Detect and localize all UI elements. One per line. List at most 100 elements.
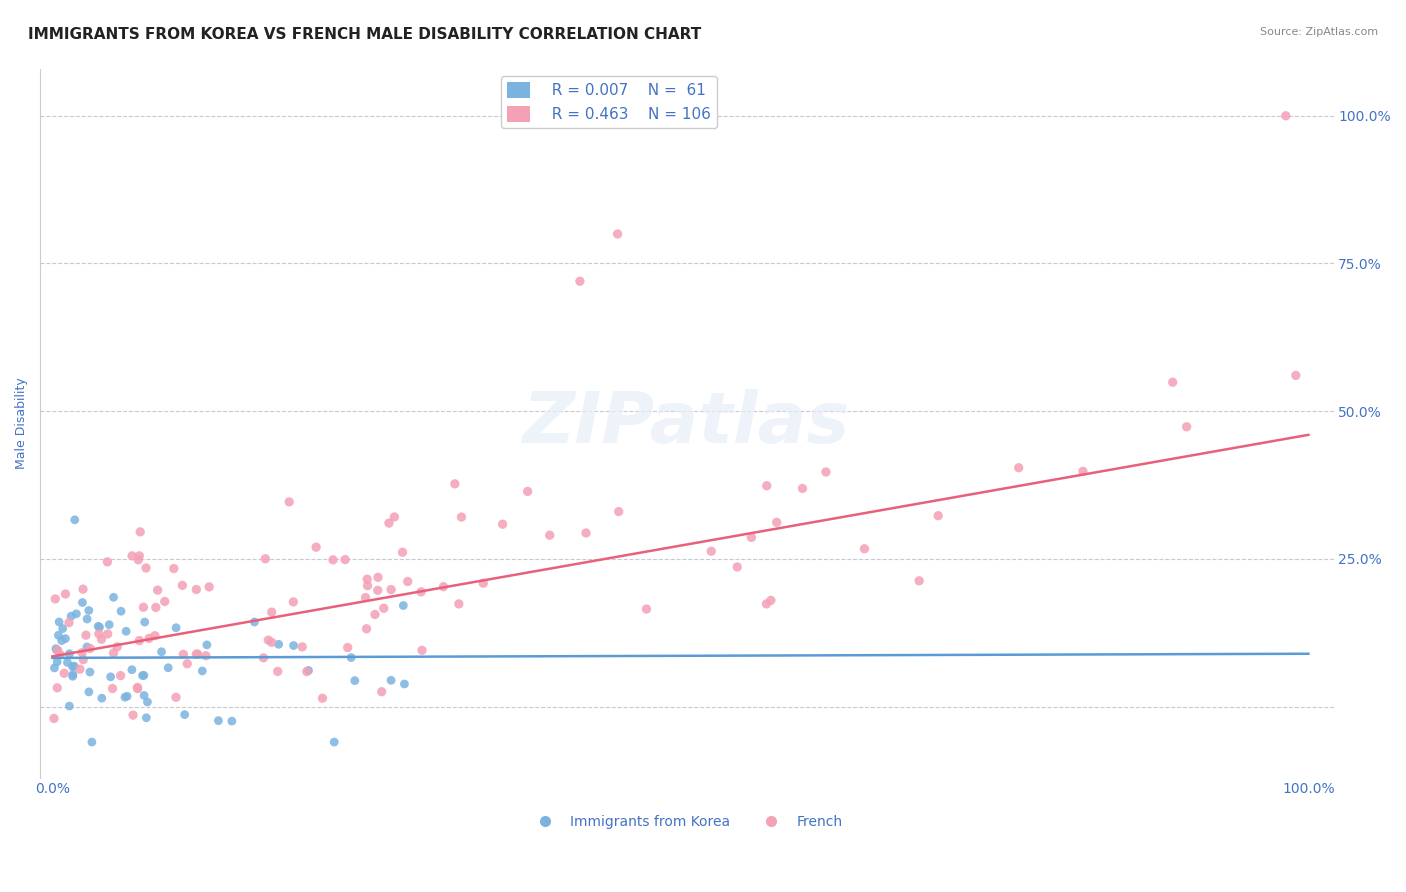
Point xyxy=(63,659,86,673)
Point xyxy=(127,681,149,695)
Point xyxy=(606,227,628,241)
Point xyxy=(927,508,949,523)
Point xyxy=(134,615,156,629)
Point xyxy=(58,647,80,661)
Point xyxy=(58,615,80,630)
Point xyxy=(172,648,194,662)
Point xyxy=(135,711,157,725)
Point xyxy=(396,574,419,589)
Text: Source: ZipAtlas.com: Source: ZipAtlas.com xyxy=(1260,27,1378,37)
Point xyxy=(322,553,344,567)
Point xyxy=(538,528,561,542)
Point xyxy=(295,665,318,679)
Point xyxy=(172,578,194,592)
Point xyxy=(1175,419,1198,434)
Point xyxy=(115,690,138,704)
Point xyxy=(79,665,101,679)
Point xyxy=(90,632,112,647)
Point xyxy=(132,689,155,703)
Point xyxy=(52,622,75,636)
Point xyxy=(607,505,630,519)
Point xyxy=(340,650,363,665)
Point xyxy=(814,465,837,479)
Point xyxy=(132,600,155,615)
Y-axis label: Male Disability: Male Disability xyxy=(15,377,28,469)
Point xyxy=(115,624,138,639)
Point xyxy=(80,735,103,749)
Point xyxy=(157,661,180,675)
Point xyxy=(725,560,748,574)
Point xyxy=(575,526,598,541)
Point xyxy=(323,735,346,749)
Point xyxy=(46,655,69,669)
Point xyxy=(96,555,118,569)
Point xyxy=(1071,464,1094,478)
Point xyxy=(136,695,159,709)
Point xyxy=(127,681,149,696)
Point xyxy=(472,576,495,591)
Point xyxy=(150,645,173,659)
Point xyxy=(105,640,128,654)
Point xyxy=(46,681,69,695)
Point xyxy=(221,714,243,728)
Point xyxy=(100,670,122,684)
Point xyxy=(48,615,70,629)
Point xyxy=(90,691,112,706)
Point xyxy=(72,582,94,596)
Point xyxy=(380,673,402,688)
Point xyxy=(305,540,328,554)
Point xyxy=(391,545,413,559)
Point xyxy=(186,647,208,661)
Point xyxy=(432,580,454,594)
Point xyxy=(42,711,65,725)
Point xyxy=(72,595,94,609)
Point xyxy=(45,641,67,656)
Point xyxy=(378,516,401,530)
Point xyxy=(72,652,94,666)
Point xyxy=(278,495,301,509)
Point xyxy=(356,622,378,636)
Point xyxy=(87,619,110,633)
Point xyxy=(62,659,84,673)
Point xyxy=(98,617,121,632)
Point xyxy=(55,632,77,646)
Point xyxy=(103,591,125,605)
Point xyxy=(129,524,152,539)
Point xyxy=(110,604,132,618)
Point xyxy=(176,657,198,671)
Point xyxy=(392,599,415,613)
Point xyxy=(740,530,762,544)
Point xyxy=(121,549,143,563)
Point xyxy=(51,633,73,648)
Point xyxy=(254,551,277,566)
Point xyxy=(135,561,157,575)
Point xyxy=(411,643,433,657)
Point xyxy=(165,621,187,635)
Point xyxy=(101,681,124,696)
Point xyxy=(792,482,814,496)
Point xyxy=(77,603,100,617)
Point xyxy=(75,628,97,642)
Point xyxy=(283,639,305,653)
Text: IMMIGRANTS FROM KOREA VS FRENCH MALE DISABILITY CORRELATION CHART: IMMIGRANTS FROM KOREA VS FRENCH MALE DIS… xyxy=(28,27,702,42)
Point xyxy=(636,602,658,616)
Point xyxy=(267,637,290,651)
Point xyxy=(114,690,136,705)
Point xyxy=(516,484,538,499)
Point xyxy=(367,570,389,584)
Point xyxy=(153,594,176,608)
Point xyxy=(1008,460,1031,475)
Point xyxy=(77,685,100,699)
Point xyxy=(853,541,876,556)
Point xyxy=(128,549,150,563)
Point xyxy=(127,553,149,567)
Point xyxy=(367,583,389,598)
Point xyxy=(128,633,150,648)
Point xyxy=(122,708,145,723)
Point xyxy=(138,632,160,646)
Point xyxy=(65,607,87,621)
Point xyxy=(700,544,723,558)
Point xyxy=(765,516,787,530)
Text: ZIPatlas: ZIPatlas xyxy=(523,389,851,458)
Point xyxy=(1161,375,1184,389)
